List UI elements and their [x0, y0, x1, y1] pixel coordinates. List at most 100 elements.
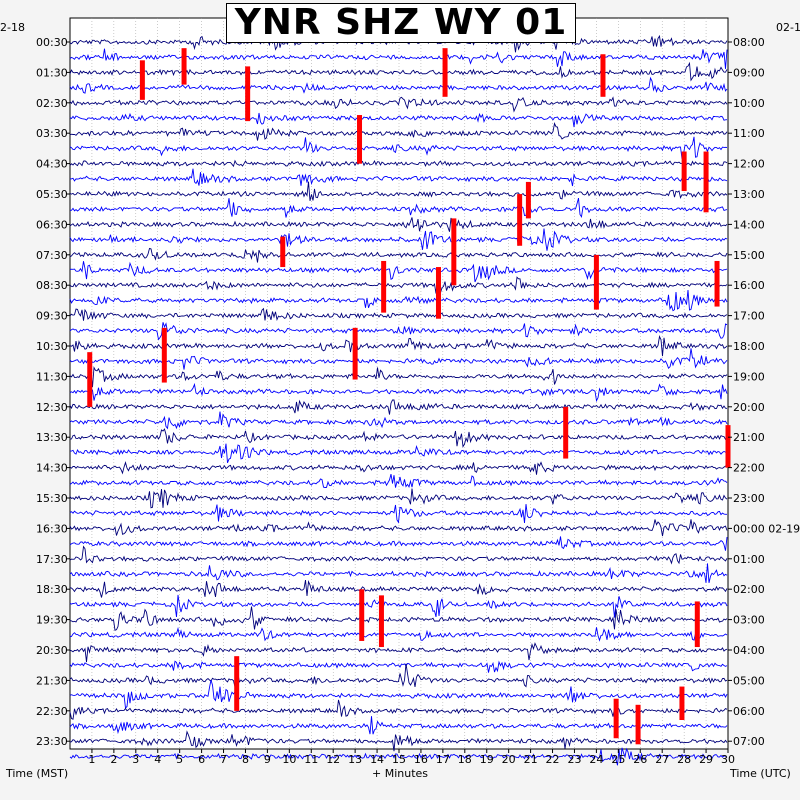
right-time-label: 00:00 02-19 — [733, 522, 800, 535]
right-time-label: 17:00 — [733, 310, 765, 323]
seismic-trace — [69, 545, 728, 565]
clipped-event — [381, 260, 387, 313]
minute-tick-label: 20 — [502, 753, 516, 766]
left-time-label: 09:30 — [36, 310, 68, 323]
seismic-trace — [69, 411, 728, 430]
seismic-trace — [69, 461, 728, 475]
minute-tick-label: 24 — [589, 753, 603, 766]
minute-tick-label: 21 — [524, 753, 538, 766]
left-time-label: 10:30 — [36, 340, 68, 353]
clipped-event — [525, 181, 531, 219]
seismic-trace — [69, 473, 728, 489]
minute-tick-label: 4 — [154, 753, 161, 766]
left-time-label: 23:30 — [36, 735, 68, 748]
left-time-label: 01:30 — [36, 66, 68, 79]
minute-tick-label: 7 — [220, 753, 227, 766]
right-time-label: 14:00 — [733, 218, 765, 231]
clipped-event — [681, 151, 687, 192]
left-time-label: 22:30 — [36, 705, 68, 718]
minute-tick-label: 27 — [655, 753, 669, 766]
clipped-event — [378, 595, 384, 648]
clipped-event — [245, 66, 251, 122]
seismic-trace — [69, 181, 728, 201]
left-axis-label: Time (MST) — [6, 767, 69, 780]
left-time-label: 11:30 — [36, 370, 68, 383]
minute-tick-label: 9 — [264, 753, 271, 766]
right-time-label: 21:00 — [733, 431, 765, 444]
seismic-trace — [69, 382, 728, 403]
left-time-label: 08:30 — [36, 279, 68, 292]
right-time-label: 07:00 — [733, 735, 765, 748]
minute-tick-label: 3 — [132, 753, 139, 766]
seismic-trace — [69, 504, 727, 524]
seismic-trace — [69, 399, 728, 415]
clipped-event — [635, 704, 641, 745]
seismic-trace — [69, 168, 728, 187]
chart-title: YNR SHZ WY 01 — [226, 3, 576, 43]
right-time-label: 06:00 — [733, 705, 765, 718]
right-time-label: 02:00 — [733, 583, 765, 596]
seismic-trace — [69, 580, 728, 598]
seismic-trace — [69, 322, 728, 341]
left-time-label: 02:30 — [36, 97, 68, 110]
seismic-trace — [69, 747, 728, 766]
seismic-trace — [69, 61, 728, 82]
seismic-trace — [69, 96, 728, 113]
right-time-label: 05:00 — [733, 674, 765, 687]
seismic-trace — [69, 519, 728, 537]
seismic-trace — [69, 428, 728, 448]
seismic-trace — [69, 488, 728, 509]
minute-tick-label: 15 — [392, 753, 406, 766]
right-time-label: 08:00 — [733, 36, 765, 49]
right-time-label: 15:00 — [733, 249, 765, 262]
minute-tick-label: 17 — [436, 753, 450, 766]
left-time-label: 17:30 — [36, 553, 68, 566]
minute-tick-label: 26 — [633, 753, 647, 766]
right-time-label: 23:00 — [733, 492, 765, 505]
bottom-axis-label: + Minutes — [372, 767, 429, 780]
minute-tick-label: 28 — [677, 753, 691, 766]
right-corner-date: 02-1 — [776, 21, 800, 34]
minute-tick-label: 5 — [176, 753, 183, 766]
clipped-event — [234, 656, 240, 711]
right-time-label: 10:00 — [733, 97, 765, 110]
right-time-label: 11:00 — [733, 127, 765, 140]
clipped-event — [714, 260, 720, 307]
seismic-trace — [69, 536, 728, 551]
minute-tick-label: 14 — [370, 753, 384, 766]
left-time-label: 04:30 — [36, 158, 68, 171]
minute-tick-label: 19 — [480, 753, 494, 766]
minute-tick-label: 23 — [567, 753, 581, 766]
clipped-event — [694, 601, 700, 648]
seismic-trace — [70, 443, 728, 463]
minute-tick-label: 1 — [88, 753, 95, 766]
clipped-event — [359, 589, 365, 641]
clipped-event — [725, 425, 731, 468]
right-time-label: 18:00 — [733, 340, 765, 353]
minute-tick-label: 2 — [110, 753, 117, 766]
clipped-event — [593, 254, 599, 310]
seismic-trace — [69, 563, 728, 583]
right-time-label: 03:00 — [733, 614, 765, 627]
seismic-trace — [69, 594, 728, 618]
left-time-label: 16:30 — [36, 522, 68, 535]
seismic-trace — [69, 679, 728, 709]
clipped-event — [357, 115, 363, 164]
clipped-event — [280, 236, 286, 268]
minute-tick-label: 18 — [458, 753, 472, 766]
minute-tick-label: 11 — [304, 753, 318, 766]
clipped-event — [613, 698, 619, 739]
left-time-label: 00:30 — [36, 36, 68, 49]
seismic-trace — [69, 261, 728, 283]
right-time-label: 16:00 — [733, 279, 765, 292]
left-time-label: 15:30 — [36, 492, 68, 505]
right-axis-label: Time (UTC) — [730, 767, 791, 780]
seismic-trace — [69, 247, 728, 263]
clipped-event — [679, 686, 685, 720]
clipped-event — [563, 406, 569, 459]
left-corner-date: 2-18 — [0, 21, 25, 34]
seismic-trace — [69, 660, 728, 673]
minute-tick-label: 30 — [721, 753, 735, 766]
